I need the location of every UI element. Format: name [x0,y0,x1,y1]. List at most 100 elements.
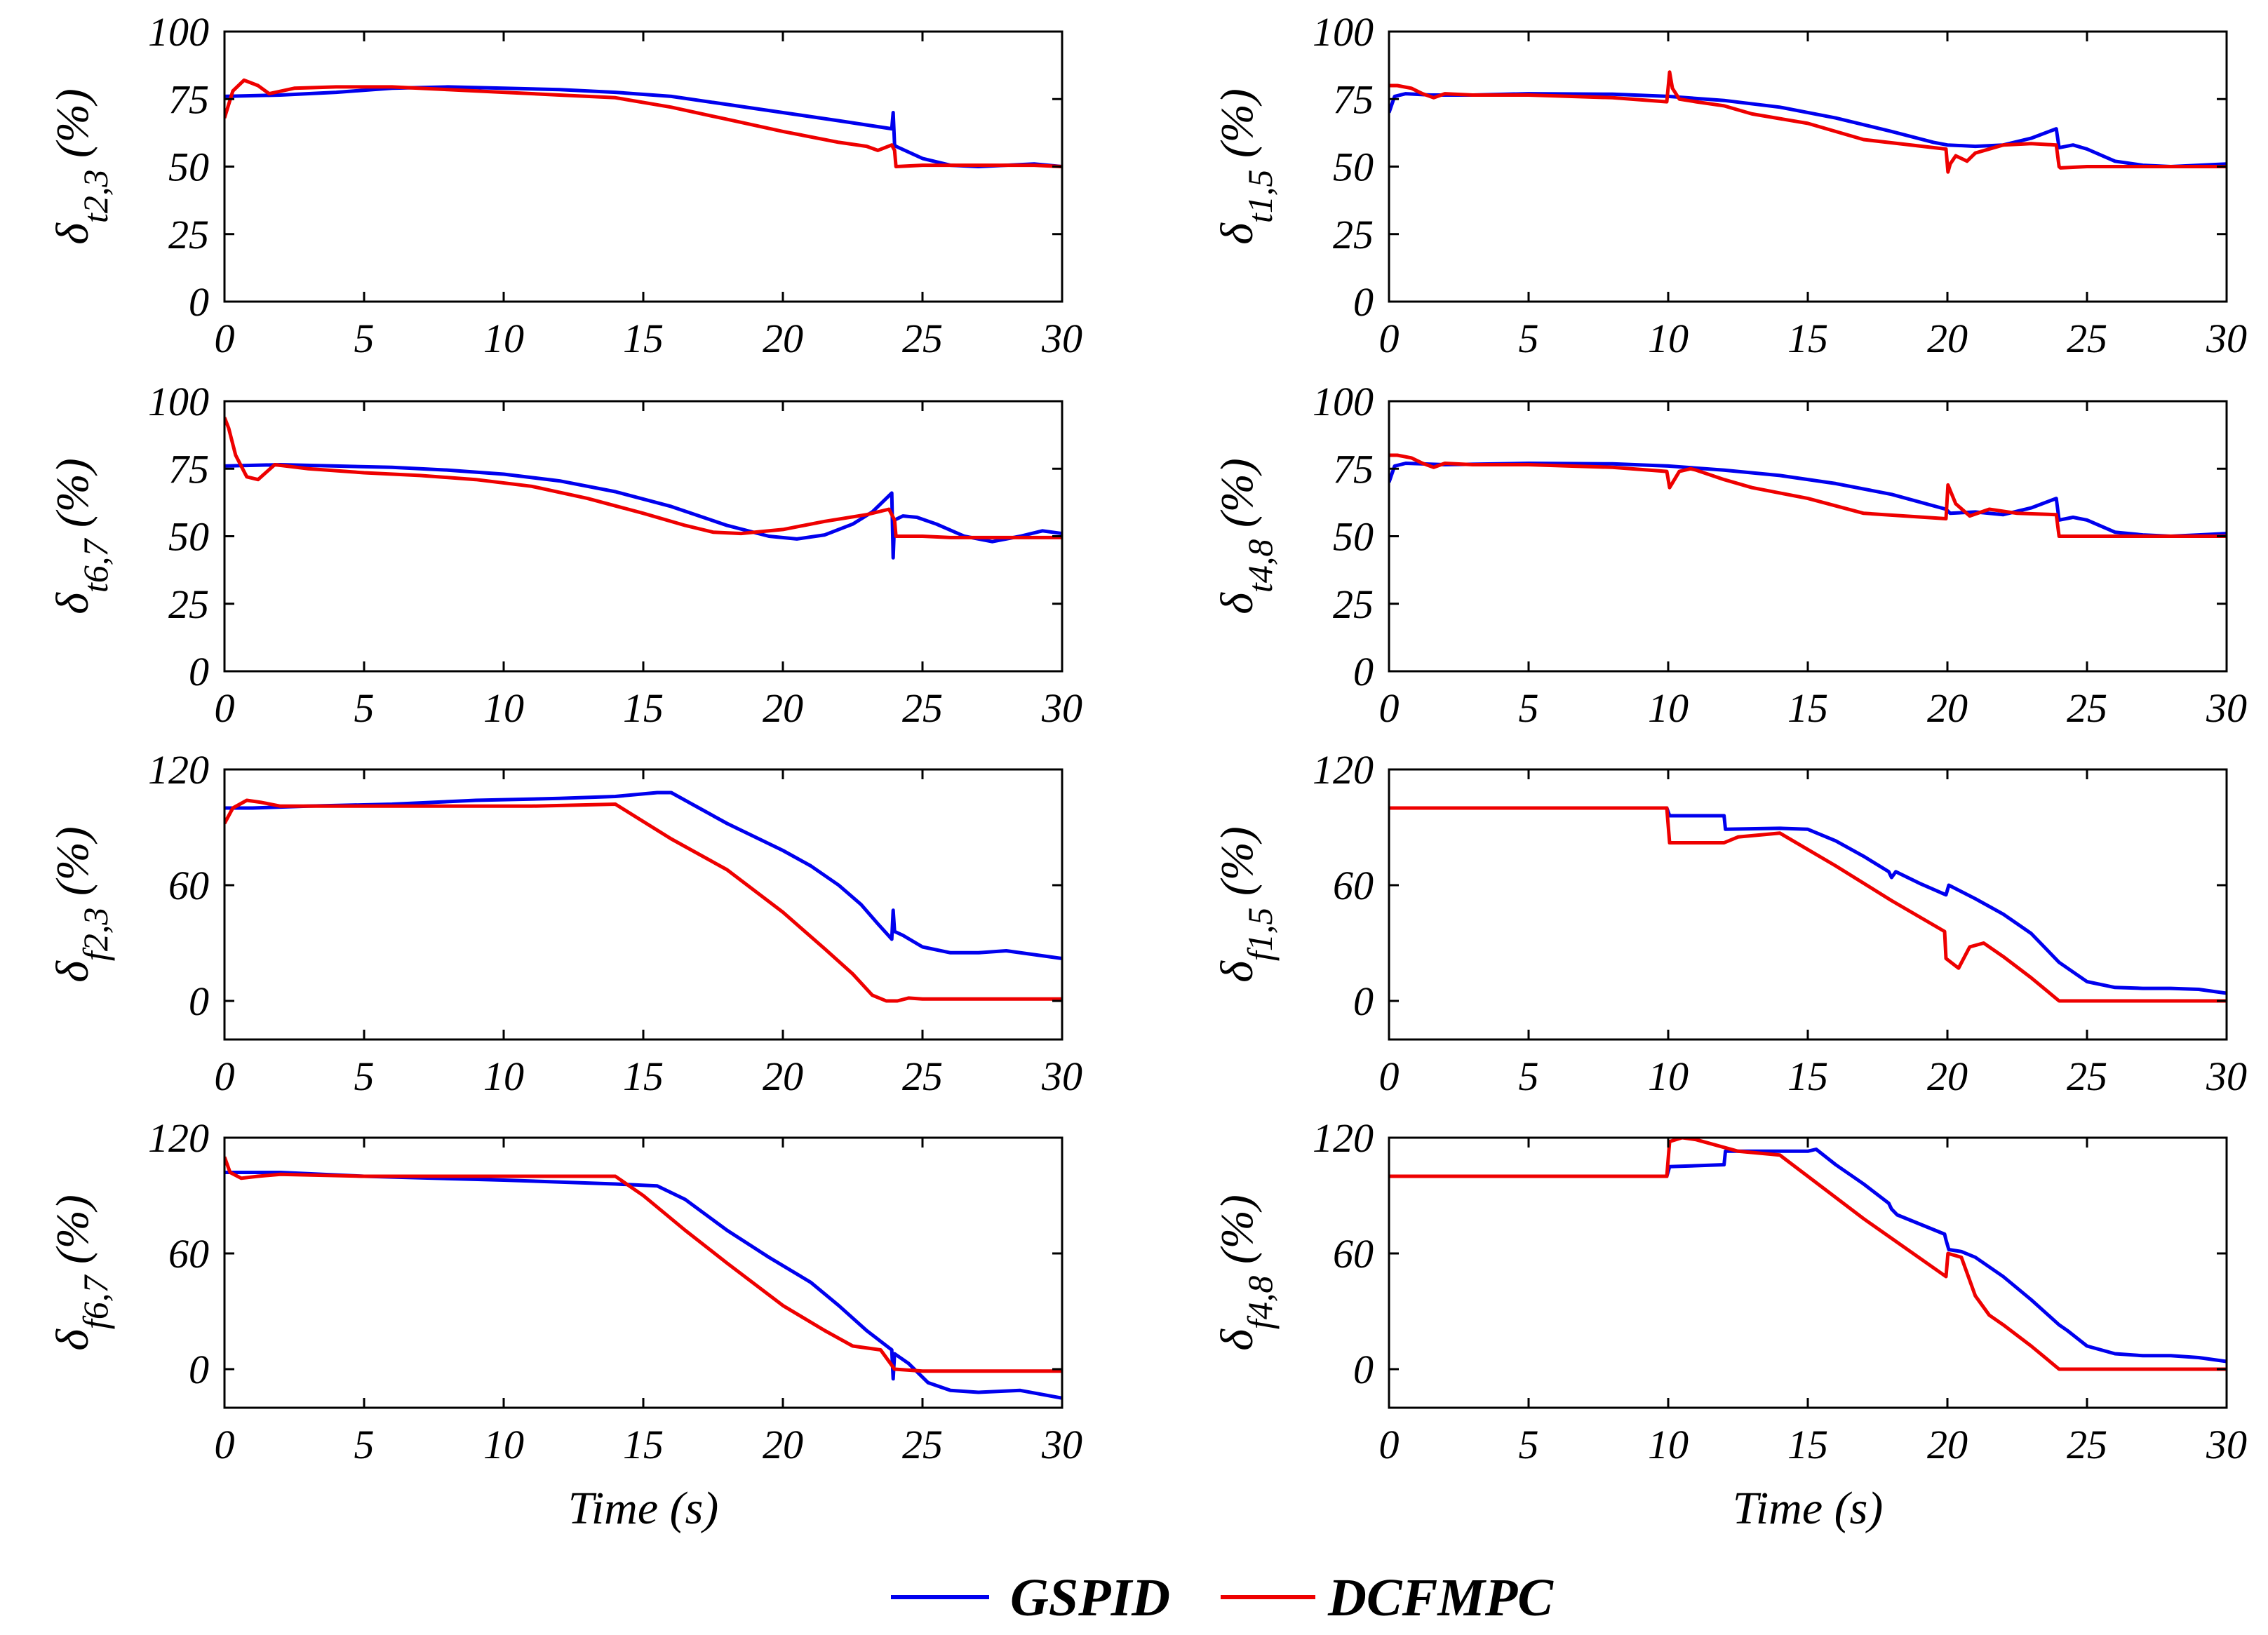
axes-frame [223,1136,1063,1409]
x-tick-label: 0 [1379,1054,1400,1099]
x-tick-label: 20 [1927,1054,1968,1099]
series-dcfmpc-line [1389,453,2227,538]
x-tick-label: 25 [902,316,943,361]
y-tick-label: 0 [1353,279,1374,325]
series-gspid-line [224,85,1062,168]
x-tick-label: 30 [1041,685,1082,731]
y-tick-label: 0 [1353,978,1374,1024]
series-gspid-line [224,790,1062,960]
x-tick-label: 15 [623,1422,664,1467]
x-tick-label: 10 [483,1054,524,1099]
x-tick-label: 5 [354,1422,375,1467]
x-tick-label: 20 [1927,316,1968,361]
x-tick-label: 5 [1519,1422,1539,1467]
x-tick-label: 10 [483,685,524,731]
y-tick-label: 50 [168,514,209,560]
series-dcfmpc-line [224,798,1062,1003]
x-tick-label: 5 [354,316,375,361]
y-tick-label: 75 [168,446,209,492]
x-tick-label: 0 [1379,1422,1400,1467]
y-axis-label: δt4,8 (%) [1212,458,1280,614]
y-tick-label: 100 [1313,379,1374,424]
y-tick-label: 120 [148,1115,209,1161]
x-tick-label: 10 [1648,1422,1689,1467]
x-tick-label: 0 [1379,685,1400,731]
x-tick-label: 20 [763,1054,803,1099]
y-tick-label: 0 [189,1347,209,1392]
series-gspid-line [224,1171,1062,1400]
y-tick-label: 25 [1333,581,1374,627]
y-axis-label: δf6,7 (%) [47,1195,115,1351]
x-tick-label: 25 [902,1422,943,1467]
y-tick-label: 60 [168,1231,209,1277]
subplot-t6-7: 0 5 10 15 20 25 30 0 25 50 75 100 δt6,7 (%) [47,379,1082,731]
y-tick-label: 60 [168,863,209,908]
y-axis-label: δt6,7 (%) [47,458,115,614]
series-gspid-line [1389,806,2227,995]
x-tick-label: 30 [1041,1422,1082,1467]
y-tick-label: 120 [148,747,209,793]
x-tick-label: 20 [763,1422,803,1467]
x-tick-label: 5 [354,1054,375,1099]
x-tick-label: 0 [215,1054,235,1099]
x-tick-label: 10 [1648,316,1689,361]
x-tick-label: 5 [1519,685,1539,731]
y-tick-label: 60 [1333,1231,1374,1277]
series-dcfmpc-line [1389,806,2227,1003]
x-tick-label: 30 [2206,1422,2247,1467]
y-tick-label: 120 [1313,747,1374,793]
y-tick-label: 75 [168,76,209,122]
x-tick-label: 25 [902,1054,943,1099]
x-tick-label: 15 [1787,316,1828,361]
y-axis-label: δf1,5 (%) [1212,826,1280,983]
x-axis-label: Time (s) [1733,1483,1884,1534]
x-tick-label: 10 [1648,1054,1689,1099]
x-tick-label: 15 [623,685,664,731]
x-tick-label: 20 [763,316,803,361]
x-tick-label: 20 [1927,1422,1968,1467]
x-tick-label: 30 [1041,1054,1082,1099]
x-tick-label: 5 [354,685,375,731]
axes-frame [1388,768,2228,1041]
subplot-f2-3: 0 5 10 15 20 25 30 0 60 120 δf2,3 (%) [47,747,1082,1099]
x-tick-label: 25 [902,685,943,731]
x-tick-label: 30 [2206,1054,2247,1099]
x-tick-label: 25 [2067,1422,2107,1467]
subplot-f4-8: 0 5 10 15 20 25 30 0 60 120 δf4,8 (%) Time (s) [1212,1115,2247,1534]
y-tick-label: 0 [1353,649,1374,694]
y-tick-label: 25 [168,212,209,257]
x-tick-label: 0 [215,685,235,731]
y-tick-label: 75 [1333,446,1374,492]
y-tick-label: 0 [189,649,209,694]
x-tick-label: 30 [2206,685,2247,731]
legend-gspid-label: GSPID [1010,1568,1170,1627]
y-tick-label: 50 [1333,514,1374,560]
y-axis-label: δf4,8 (%) [1212,1195,1280,1351]
series-dcfmpc-line [224,417,1062,539]
y-tick-label: 0 [1353,1347,1374,1392]
x-tick-label: 25 [2067,1054,2107,1099]
series-dcfmpc-line [224,78,1062,168]
x-tick-label: 30 [1041,316,1082,361]
x-tick-label: 15 [623,316,664,361]
series-gspid-line [224,463,1062,560]
y-tick-label: 75 [1333,76,1374,122]
x-tick-label: 10 [483,1422,524,1467]
legend: GSPID DCFMPC [891,1568,1554,1627]
series-dcfmpc-line [1389,1138,2227,1371]
x-tick-label: 25 [2067,685,2107,731]
y-tick-label: 50 [1333,144,1374,190]
x-tick-label: 5 [1519,1054,1539,1099]
x-tick-label: 0 [215,1422,235,1467]
y-axis-label: δf2,3 (%) [47,826,115,983]
y-tick-label: 0 [189,279,209,325]
legend-dcfmpc-label: DCFMPC [1327,1568,1554,1627]
x-tick-label: 0 [215,316,235,361]
x-tick-label: 15 [1787,685,1828,731]
series-dcfmpc-line [1389,70,2227,174]
series-dcfmpc-line [224,1156,1062,1373]
subplot-t1-5: 0 5 10 15 20 25 30 0 25 50 75 100 δt1,5 (%) [1212,9,2247,361]
x-tick-label: 15 [623,1054,664,1099]
subplot-f1-5: 0 5 10 15 20 25 30 0 60 120 δf1,5 (%) [1212,747,2247,1099]
